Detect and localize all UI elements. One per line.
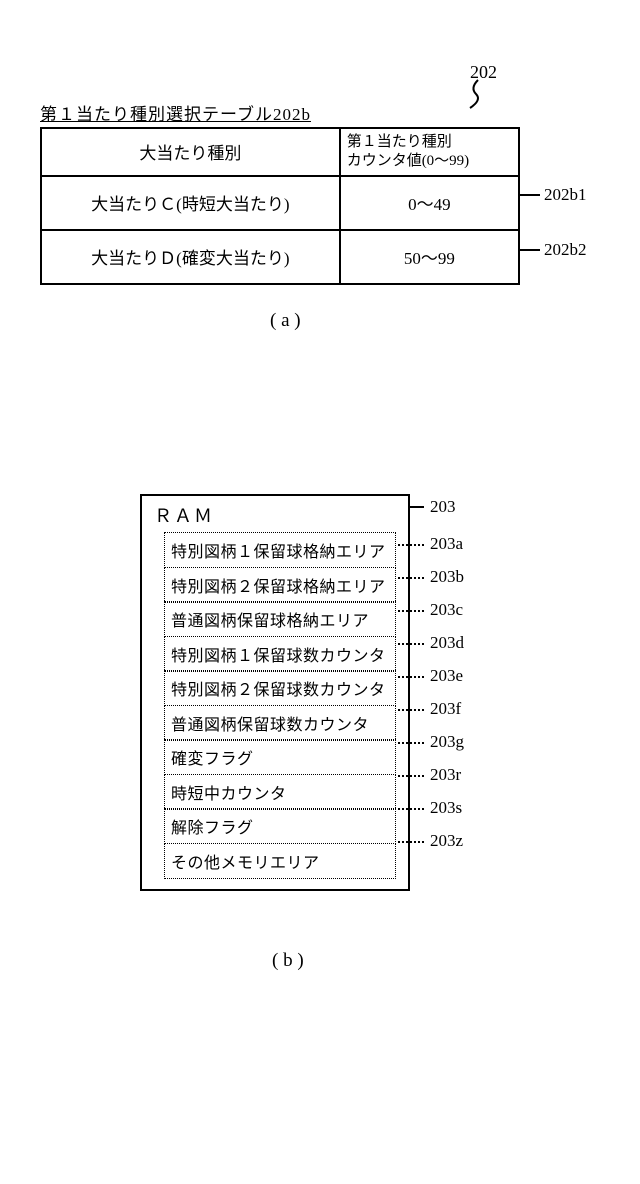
row2-range: 50～99	[340, 230, 519, 284]
ref-203e: 203e	[430, 666, 463, 686]
leader-dotted	[398, 543, 424, 544]
ref-202b2: 202b2	[544, 240, 587, 260]
leader-tick	[410, 506, 424, 508]
leader-dotted	[398, 774, 424, 775]
leader-tick	[520, 194, 540, 196]
table-row: 大当たりＤ(確変大当たり) 50～99	[41, 230, 519, 284]
table-title: 第１当たり種別選択テーブル202b	[40, 100, 520, 125]
ref-203c: 203c	[430, 600, 463, 620]
leader-tick	[520, 249, 540, 251]
ref-203f: 203f	[430, 699, 461, 719]
row1-type: 大当たりＣ(時短大当たり)	[41, 176, 340, 230]
leader-dotted	[398, 675, 424, 676]
ram-box: ＲＡＭ 特別図柄１保留球格納エリア 特別図柄２保留球格納エリア 普通図柄保留球格…	[140, 494, 410, 891]
ref-202b1: 202b1	[544, 185, 587, 205]
leader-dotted	[398, 609, 424, 610]
ram-title: ＲＡＭ	[142, 502, 408, 528]
ram-item: 時短中カウンタ	[164, 774, 396, 810]
ref-203z: 203z	[430, 831, 463, 851]
page: 202 第１当たり種別選択テーブル202b 大当たり種別 第１当たり種別 カウン…	[0, 0, 640, 1184]
ram-item: 特別図柄２保留球数カウンタ	[164, 670, 396, 706]
ref-203d: 203d	[430, 633, 464, 653]
figure-b-caption: ( b )	[272, 950, 304, 972]
leader-dotted	[398, 642, 424, 643]
ref-203: 203	[430, 497, 456, 517]
selection-table: 大当たり種別 第１当たり種別 カウンタ値(0～99) 大当たりＣ(時短大当たり)…	[40, 127, 520, 285]
ram-item: 特別図柄１保留球格納エリア	[164, 532, 396, 568]
leader-dotted	[398, 576, 424, 577]
ram-list: 特別図柄１保留球格納エリア 特別図柄２保留球格納エリア 普通図柄保留球格納エリア…	[142, 532, 408, 879]
ref-203r: 203r	[430, 765, 461, 785]
leader-dotted	[398, 708, 424, 709]
figure-a: 第１当たり種別選択テーブル202b 大当たり種別 第１当たり種別 カウンタ値(0…	[40, 100, 520, 285]
ram-item: 特別図柄１保留球数カウンタ	[164, 636, 396, 672]
ram-item: その他メモリエリア	[164, 843, 396, 879]
leader-dotted	[398, 741, 424, 742]
ram-item: 普通図柄保留球格納エリア	[164, 601, 396, 637]
leader-dotted	[398, 840, 424, 841]
ref-203g: 203g	[430, 732, 464, 752]
row2-type: 大当たりＤ(確変大当たり)	[41, 230, 340, 284]
header-type: 大当たり種別	[41, 128, 340, 176]
ref-203b: 203b	[430, 567, 464, 587]
ram-item: 解除フラグ	[164, 808, 396, 844]
ref-203s: 203s	[430, 798, 462, 818]
table-row: 大当たりＣ(時短大当たり) 0～49	[41, 176, 519, 230]
figure-b: ＲＡＭ 特別図柄１保留球格納エリア 特別図柄２保留球格納エリア 普通図柄保留球格…	[140, 494, 410, 891]
leader-dotted	[398, 807, 424, 808]
header-counter: 第１当たり種別 カウンタ値(0～99)	[340, 128, 519, 176]
ref-203a: 203a	[430, 534, 463, 554]
table-header-row: 大当たり種別 第１当たり種別 カウンタ値(0～99)	[41, 128, 519, 176]
figure-a-caption: ( a )	[270, 310, 301, 332]
ram-item: 普通図柄保留球数カウンタ	[164, 705, 396, 741]
ram-item: 特別図柄２保留球格納エリア	[164, 567, 396, 603]
row1-range: 0～49	[340, 176, 519, 230]
ram-item: 確変フラグ	[164, 739, 396, 775]
